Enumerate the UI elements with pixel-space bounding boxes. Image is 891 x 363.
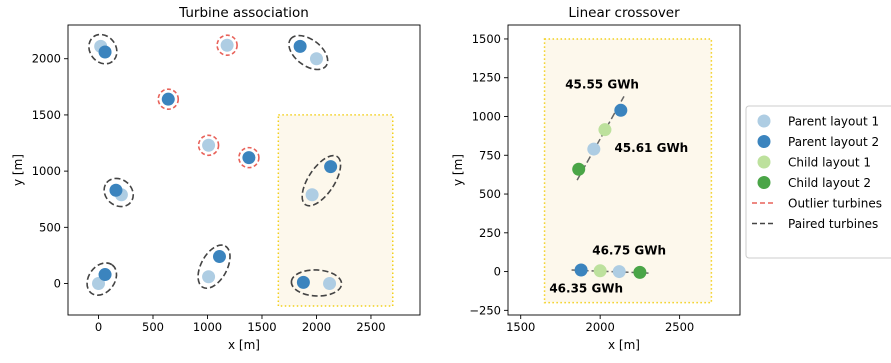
paired-turbines-ellipse — [88, 33, 118, 65]
legend-marker — [757, 114, 771, 128]
plot-frame — [67, 24, 421, 316]
child-layout-1-point — [598, 123, 612, 137]
parent-layout-2-point — [574, 263, 588, 277]
parent-layout-1-point — [305, 188, 319, 202]
parent-layout-1-point — [220, 38, 234, 52]
parent-layout-1-point — [92, 277, 106, 291]
child-layout-1-point — [593, 264, 607, 278]
legend-marker — [757, 155, 771, 169]
parent-layout-2-point — [293, 39, 307, 53]
x-axis-label: x [m] — [228, 338, 260, 352]
chart-turbine-association: 0 500 1000 1500 2000 2500 0 500 1000 1500 2000 x [m… — [11, 5, 421, 352]
parent-layout-2-point — [109, 183, 123, 197]
child-layout-2-point — [633, 265, 647, 279]
y-tick-label: 1500 — [32, 108, 61, 122]
x-tick-label: 500 — [142, 320, 164, 334]
outlier-turbine-circle — [197, 134, 220, 157]
paired-turbines-ellipse — [301, 154, 342, 207]
outlier-turbine-circle — [216, 34, 238, 57]
legend-label: Parent layout 2 — [788, 135, 879, 149]
parent-layout-2-point — [296, 275, 310, 289]
chart-title: Turbine association — [178, 5, 309, 21]
x-tick-label: 1500 — [506, 320, 535, 334]
parent-layout-1-point — [323, 277, 337, 291]
legend: Parent layout 1 Parent layout 2 Child layo… — [745, 105, 891, 259]
parent-layout-2-point — [324, 160, 338, 174]
parent-layout-1-point — [612, 265, 626, 279]
y-tick-label: 0 — [54, 277, 61, 291]
x-tick-label: 2000 — [586, 320, 615, 334]
legend-marker — [757, 135, 771, 148]
y-tick-label: 750 — [479, 148, 501, 162]
plot-frame — [507, 24, 741, 316]
paired-turbines-ellipse — [290, 269, 343, 297]
outlier-turbine-circle — [157, 88, 180, 110]
y-tick-label: 250 — [479, 226, 501, 240]
x-tick-label: 2500 — [665, 320, 694, 334]
energy-annotation: 46.75 GWh — [592, 244, 666, 258]
outlier-turbine-circle — [238, 146, 260, 169]
legend-frame — [745, 105, 891, 259]
y-tick-label: −250 — [469, 303, 501, 317]
child-layout-2-point — [572, 162, 586, 176]
legend-label: Paired turbines — [788, 217, 878, 231]
parent-layout-2-point — [98, 268, 112, 282]
paired-turbines-ellipse — [86, 262, 118, 296]
y-axis-label: y [m] — [11, 154, 25, 186]
x-tick-label: 1000 — [193, 320, 222, 334]
highlight-region — [277, 114, 394, 307]
parent-layout-2-point — [161, 92, 175, 106]
y-axis-label: y [m] — [451, 154, 465, 186]
legend-label: Outlier turbines — [788, 197, 882, 211]
y-tick-label: 1000 — [32, 164, 61, 178]
y-tick-label: 0 — [494, 265, 501, 279]
y-tick-label: 1250 — [472, 71, 501, 85]
x-axis-label: x [m] — [608, 338, 640, 352]
y-tick-label: 500 — [479, 187, 501, 201]
x-tick-label: 1500 — [247, 320, 276, 334]
paired-turbines-ellipse — [197, 244, 231, 290]
chart-title: Linear crossover — [568, 5, 680, 21]
parent-layout-1-point — [309, 52, 323, 66]
crossover-line — [576, 95, 625, 181]
y-tick-label: 1000 — [472, 109, 501, 123]
x-tick-label: 2000 — [302, 320, 331, 334]
y-tick-label: 2000 — [32, 52, 61, 66]
paired-turbines-ellipse — [288, 34, 329, 71]
parent-layout-1-point — [202, 270, 216, 284]
parent-layout-2-point — [614, 103, 628, 117]
parent-layout-2-point — [98, 45, 112, 59]
energy-annotation: 46.35 GWh — [549, 282, 623, 296]
parent-layout-1-point — [202, 138, 216, 152]
energy-annotation: 45.61 GWh — [614, 141, 688, 155]
paired-turbines-ellipse — [103, 177, 135, 208]
legend-marker — [757, 176, 771, 189]
highlight-region — [543, 38, 713, 304]
y-tick-label: 500 — [39, 220, 61, 234]
legend-label: Child layout 2 — [788, 176, 871, 190]
parent-layout-1-point — [587, 142, 601, 156]
y-tick-label: 1500 — [472, 32, 501, 46]
legend-label: Child layout 1 — [788, 156, 871, 170]
chart-linear-crossover: 1500 2000 2500 −250 0 250 500 750 1000 1250 1500 x … — [451, 5, 741, 352]
legend-label: Parent layout 1 — [788, 115, 879, 129]
parent-layout-2-point — [212, 250, 226, 264]
energy-annotation: 45.55 GWh — [565, 78, 639, 92]
x-tick-label: 0 — [95, 320, 102, 334]
parent-layout-2-point — [242, 151, 256, 165]
x-tick-label: 2500 — [356, 320, 385, 334]
